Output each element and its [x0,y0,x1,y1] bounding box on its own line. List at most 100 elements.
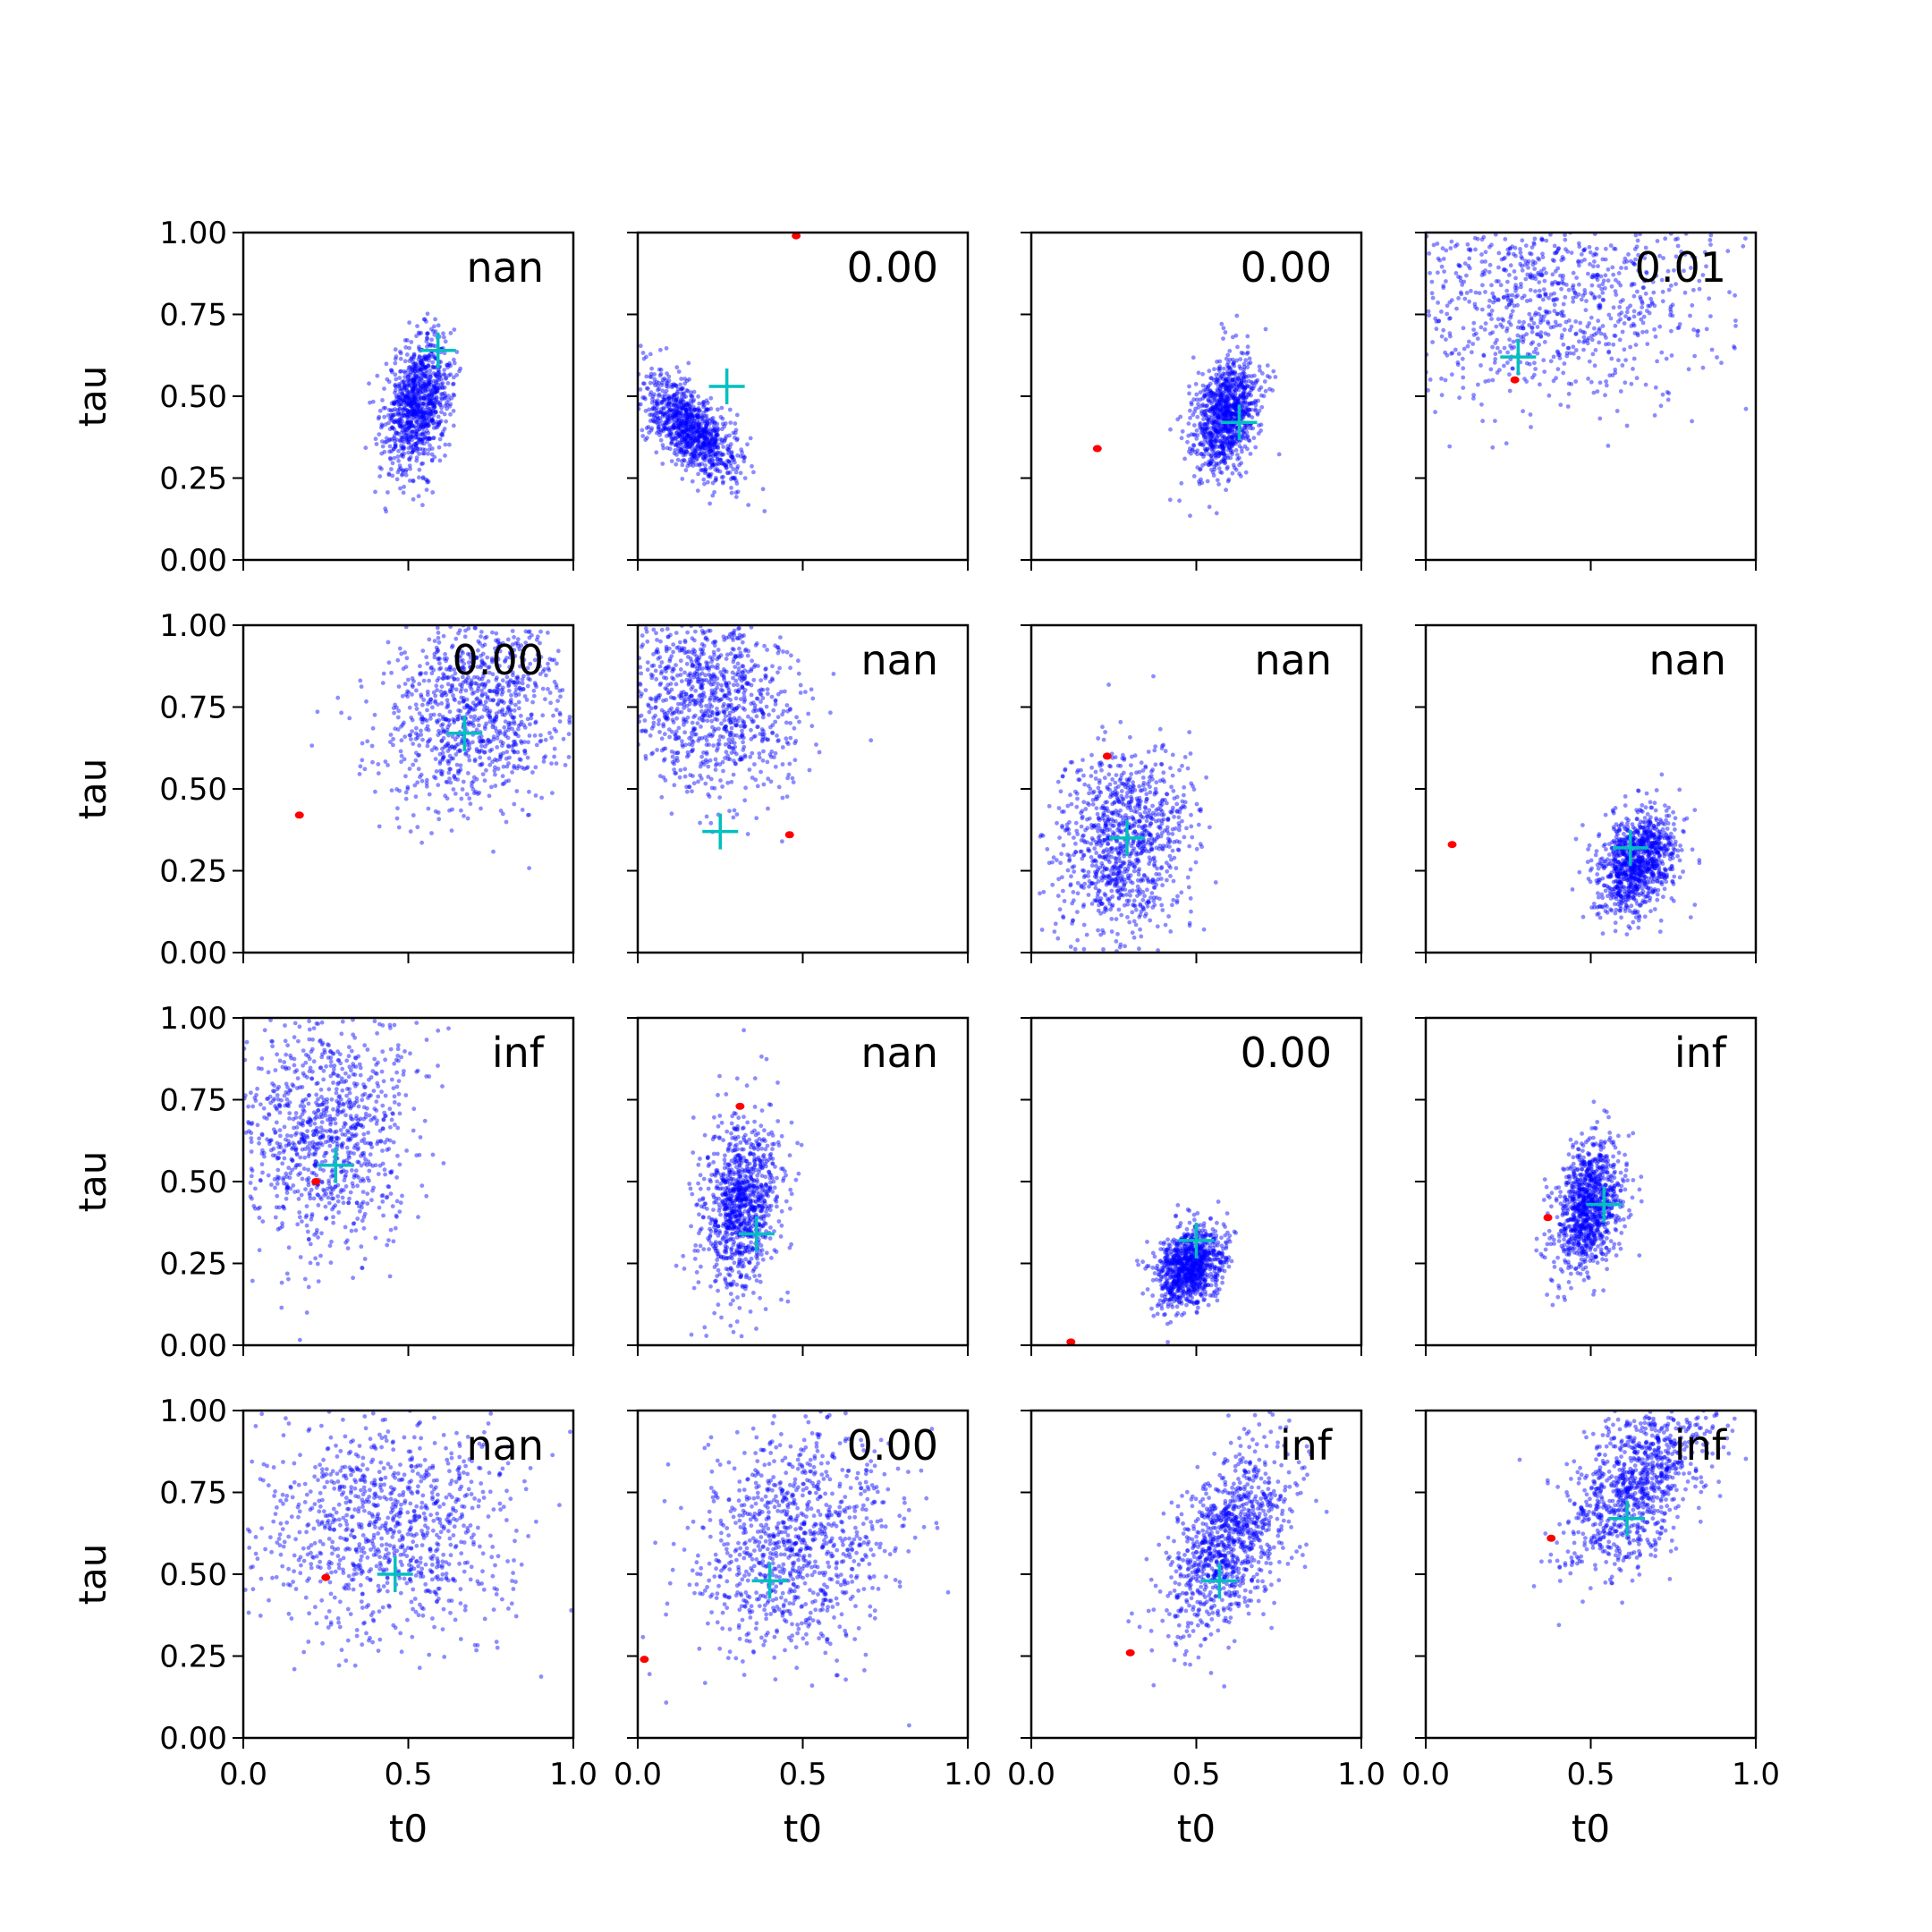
sample-point [1660,289,1665,294]
sample-point [401,398,405,403]
sample-point [411,762,416,767]
sample-point [506,761,511,766]
sample-point [726,447,732,453]
sample-point [1205,402,1209,408]
sample-point [679,428,684,434]
sample-point [410,729,414,733]
sample-point [678,433,682,438]
sample-point [1202,446,1208,452]
sample-point [1468,266,1472,271]
sample-point [1609,356,1614,361]
sample-point [411,396,416,401]
sample-point [398,388,402,394]
sample-point [740,685,745,691]
sample-point [1227,417,1233,422]
sample-point [410,429,415,434]
sample-point [667,446,673,452]
sample-point [421,417,427,422]
sample-point [410,692,414,697]
sample-point [397,463,402,468]
sample-point [733,678,739,683]
sample-point [413,431,419,436]
sample-point [1708,314,1713,318]
sample-point [1561,342,1566,347]
sample-point [517,680,521,685]
sample-point [700,445,706,450]
sample-point [407,456,411,462]
sample-point [1544,310,1549,316]
sample-point [708,441,713,446]
sample-point [506,683,511,689]
sample-point [402,451,407,456]
sample-point [436,817,442,822]
sample-point [678,428,683,433]
sample-point [415,408,420,413]
sample-point [462,666,467,672]
sample-point [710,462,715,466]
sample-point [1500,317,1504,321]
sample-point [683,446,689,451]
sample-point [1243,358,1249,363]
sample-point [1426,388,1430,393]
sample-point [499,699,504,704]
sample-point [1200,371,1205,377]
sample-point [1492,360,1497,365]
sample-point [1221,411,1226,415]
sample-point [666,432,672,436]
sample-point [1225,436,1230,441]
sample-point [447,767,452,772]
sample-point [1213,394,1218,398]
sample-point [407,705,412,710]
sample-point [646,425,651,429]
sample-point [422,373,428,378]
sample-point [451,716,456,722]
sample-point [1617,312,1622,318]
sample-point [397,382,402,386]
sample-point [676,427,681,432]
sample-point [1606,312,1612,318]
sample-point [1569,250,1574,255]
sample-point [1178,414,1183,419]
sample-point [434,746,439,751]
sample-point [659,400,664,404]
sample-point [647,430,652,435]
sample-point [1532,360,1537,366]
sample-point [494,711,499,716]
sample-point [1216,422,1221,428]
sample-point [508,708,513,713]
sample-point [716,445,721,451]
sample-point [413,429,418,434]
sample-point [514,766,520,771]
sample-point [1733,292,1737,298]
sample-point [716,451,721,455]
sample-point [1228,447,1233,453]
sample-point [700,759,706,765]
sample-point [669,706,674,711]
sample-point [694,462,699,467]
sample-point [543,737,548,742]
sample-point [407,463,412,468]
sample-point [459,658,463,664]
sample-point [445,724,451,730]
sample-point [1236,387,1241,393]
sample-point [433,379,438,385]
sample-point [1503,255,1507,260]
y-tick-label: 1.00 [159,216,227,251]
sample-point [429,457,435,462]
sample-point [656,693,661,699]
sample-point [672,425,676,429]
sample-point [709,462,714,467]
sample-point [432,639,437,643]
sample-point [441,331,445,336]
sample-point [697,408,702,413]
sample-point [728,477,733,482]
sample-point [516,692,521,697]
sample-point [1236,382,1241,386]
sample-point [700,402,705,406]
sample-point [1655,359,1659,364]
sample-point [432,385,437,389]
sample-point [710,447,716,453]
sample-point [1631,260,1636,266]
sample-point [683,443,689,448]
sample-point [402,445,407,451]
